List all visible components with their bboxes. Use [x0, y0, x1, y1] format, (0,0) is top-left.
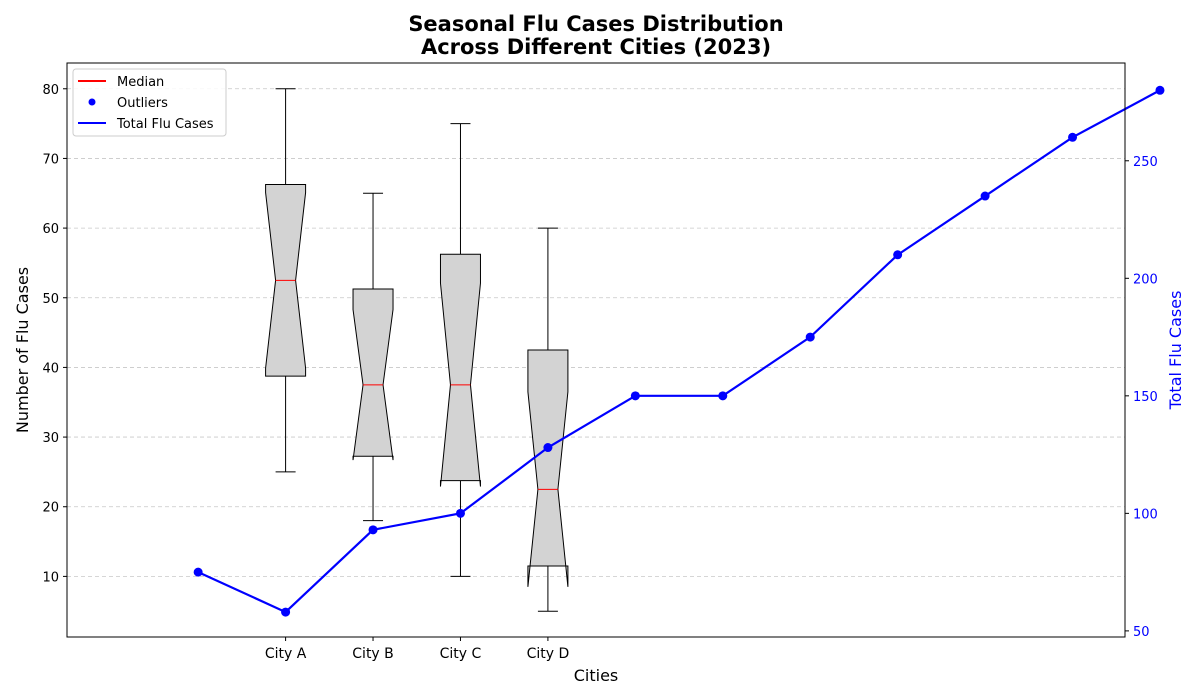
x-tick-label: City A	[265, 646, 307, 662]
x-tick-label: City B	[352, 646, 394, 662]
legend-label: Median	[117, 75, 164, 90]
total-cases-point	[281, 607, 291, 617]
box-city-c	[439, 123, 481, 577]
chart-title-line: Across Different Cities (2023)	[421, 35, 771, 59]
y-axis-label: Number of Flu Cases	[13, 267, 32, 433]
y-tick-label: 20	[42, 501, 59, 516]
x-axis-label: Cities	[574, 666, 619, 685]
x-tick-label: City C	[440, 646, 482, 662]
y2-tick-label: 200	[1133, 272, 1158, 287]
y-axis-right: 50 100 150 200 250	[1125, 155, 1158, 640]
y-tick-label: 80	[42, 83, 59, 98]
total-cases-point	[718, 391, 728, 401]
total-cases-point	[193, 567, 203, 577]
y2-tick-label: 50	[1133, 625, 1150, 640]
box-body	[527, 349, 569, 587]
box-body	[439, 253, 481, 487]
total-cases-point	[1155, 85, 1165, 95]
y-tick-label: 30	[42, 431, 59, 446]
y-axis-left: 10 20 30 40 50 60 70 80	[42, 83, 67, 585]
box-city-a	[265, 88, 307, 473]
box-city-b	[352, 192, 394, 522]
chart-title-line: Seasonal Flu Cases Distribution	[408, 12, 783, 36]
legend-label: Outliers	[117, 96, 168, 111]
x-tick-label: City D	[527, 646, 570, 662]
grid-layer	[67, 88, 1125, 577]
total-cases-point	[980, 191, 990, 201]
box-city-d	[527, 227, 569, 612]
total-cases-point	[543, 443, 553, 453]
legend-label: Total Flu Cases	[116, 117, 214, 132]
x-axis: City A City B City C City D	[265, 637, 569, 662]
y-tick-label: 40	[42, 361, 59, 376]
total-cases-point	[805, 332, 815, 342]
y2-tick-label: 100	[1133, 507, 1158, 522]
y-tick-label: 70	[42, 152, 59, 167]
y2-tick-label: 150	[1133, 390, 1158, 405]
chart-title: Seasonal Flu Cases Distribution Across Di…	[408, 12, 783, 59]
box-layer	[265, 88, 569, 612]
legend-box	[72, 68, 227, 137]
total-cases-point	[893, 250, 903, 260]
y2-axis-label: Total Flu Cases	[1166, 291, 1185, 411]
total-cases-point	[630, 391, 640, 401]
line-layer	[193, 85, 1165, 617]
total-cases-line	[197, 89, 1161, 614]
total-cases-point	[368, 525, 378, 535]
y-tick-label: 60	[42, 222, 59, 237]
box-body	[352, 288, 394, 461]
y-tick-label: 50	[42, 292, 59, 307]
total-cases-point	[1068, 132, 1078, 142]
legend-swatch-marker	[88, 98, 96, 106]
y2-tick-label: 250	[1133, 155, 1158, 170]
y-tick-label: 10	[42, 570, 59, 585]
legend: Median Outliers Total Flu Cases	[72, 68, 227, 137]
plot-frame	[66, 62, 1126, 638]
total-cases-point	[455, 508, 465, 518]
